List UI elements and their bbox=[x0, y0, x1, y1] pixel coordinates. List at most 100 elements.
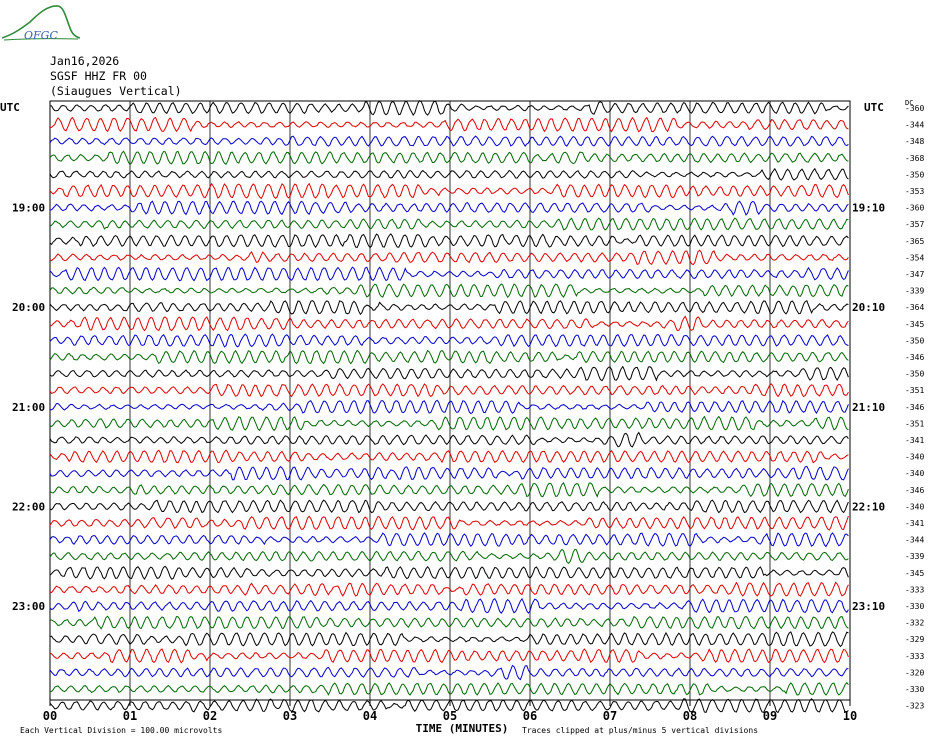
location-label: (Siaugues Vertical) bbox=[50, 84, 182, 98]
trace-line bbox=[49, 200, 849, 216]
trace-line bbox=[49, 100, 849, 117]
clip-note: Traces clipped at plus/minus 5 vertical … bbox=[522, 726, 758, 735]
trace-line bbox=[49, 698, 849, 714]
trace-line bbox=[49, 217, 849, 232]
x-tick-label: 00 bbox=[43, 709, 57, 723]
x-tick-label: 07 bbox=[603, 709, 617, 723]
dc-offset-label: -347 bbox=[905, 270, 924, 279]
dc-offset-label: -348 bbox=[905, 137, 924, 146]
trace-line bbox=[49, 431, 849, 448]
division-note: Each Vertical Division = 100.00 microvol… bbox=[20, 726, 222, 735]
x-tick-label: 10 bbox=[843, 709, 857, 723]
trace-line bbox=[49, 349, 849, 365]
dc-offset-label: -329 bbox=[905, 635, 924, 644]
axis-labels: 00 01 02 03 04 05 06 07 08 09 10 -360 -344 -348 -368 -3… bbox=[0, 99, 924, 735]
logo-mountain-icon bbox=[1, 5, 80, 39]
dc-offset-label: -346 bbox=[905, 353, 924, 362]
dc-offset-label: -368 bbox=[905, 154, 924, 163]
dc-offset-label: -353 bbox=[905, 187, 924, 196]
dc-offset-label: -351 bbox=[905, 419, 924, 428]
left-axis-title: UTC bbox=[0, 101, 20, 114]
trace-line bbox=[49, 383, 849, 398]
dc-offset-label: -344 bbox=[905, 536, 924, 545]
x-tick-label: 06 bbox=[523, 709, 537, 723]
dc-offset-label: -365 bbox=[905, 237, 924, 246]
left-time-label: 23:00 bbox=[12, 600, 45, 613]
right-time-label: 19:10 bbox=[852, 202, 885, 215]
dc-offset-label: -333 bbox=[905, 652, 924, 661]
dc-offset-label: -320 bbox=[905, 668, 924, 677]
trace-line bbox=[49, 548, 849, 564]
trace-line bbox=[49, 482, 849, 498]
trace-line bbox=[49, 167, 849, 181]
trace-line bbox=[49, 415, 849, 432]
dc-offset-label: -345 bbox=[905, 320, 924, 329]
right-time-label: 21:10 bbox=[852, 401, 885, 414]
right-time-label: 20:10 bbox=[852, 301, 885, 314]
trace-line bbox=[49, 333, 849, 348]
right-time-label: 23:10 bbox=[852, 600, 885, 613]
trace-line bbox=[49, 565, 849, 581]
trace-line bbox=[49, 135, 849, 147]
trace-line bbox=[49, 532, 849, 548]
trace-line bbox=[49, 249, 849, 266]
logo-text: OFGC bbox=[24, 29, 58, 42]
trace-line bbox=[49, 182, 849, 200]
dc-offset-label: -351 bbox=[905, 386, 924, 395]
dc-offset-label: -341 bbox=[905, 436, 924, 445]
date-label: Jan16,2026 bbox=[50, 54, 120, 68]
left-time-label: 21:00 bbox=[12, 401, 45, 414]
trace-line bbox=[49, 233, 849, 249]
left-time-label: 22:00 bbox=[12, 500, 45, 513]
trace-line bbox=[50, 399, 849, 415]
trace-line bbox=[49, 465, 849, 481]
right-time-label: 22:10 bbox=[852, 500, 885, 513]
dc-offset-label: -323 bbox=[905, 702, 924, 711]
trace-line bbox=[49, 648, 849, 664]
dc-offset-label: -340 bbox=[905, 502, 924, 511]
station-label: SGSF HHZ FR 00 bbox=[50, 69, 147, 83]
trace-line bbox=[49, 631, 849, 648]
dc-offset-label: -357 bbox=[905, 220, 924, 229]
dc-offset-label: -354 bbox=[905, 253, 924, 262]
dc-offset-label: -350 bbox=[905, 336, 924, 345]
left-time-label: 20:00 bbox=[12, 301, 45, 314]
trace-line bbox=[49, 597, 849, 615]
trace-line bbox=[49, 581, 849, 597]
dc-offset-label: -346 bbox=[905, 403, 924, 412]
dc-offset-label: -360 bbox=[905, 204, 924, 213]
dc-offset-label: -340 bbox=[905, 469, 924, 478]
x-tick-label: 01 bbox=[123, 709, 137, 723]
dc-offset-label: -346 bbox=[905, 486, 924, 495]
trace-line bbox=[49, 515, 849, 531]
trace-line bbox=[49, 449, 849, 464]
dc-offset-label: -344 bbox=[905, 121, 924, 130]
dc-offset-label: -340 bbox=[905, 453, 924, 462]
right-axis-title: UTC bbox=[864, 101, 884, 114]
x-tick-label: 09 bbox=[763, 709, 777, 723]
dc-offset-label: -339 bbox=[905, 287, 924, 296]
left-time-label: 19:00 bbox=[12, 202, 45, 215]
x-tick-label: 05 bbox=[443, 709, 457, 723]
dc-offset-label: -360 bbox=[905, 104, 924, 113]
dc-offset-label: -350 bbox=[905, 170, 924, 179]
trace-line bbox=[49, 615, 849, 630]
ofgc-logo: OFGC bbox=[1, 5, 80, 42]
dc-offset-label: -364 bbox=[905, 303, 924, 312]
dc-offset-label: -332 bbox=[905, 619, 924, 628]
dc-offset-label: -345 bbox=[905, 569, 924, 578]
dc-label: DC bbox=[905, 99, 913, 107]
trace-line bbox=[49, 315, 849, 332]
x-tick-label: 08 bbox=[683, 709, 697, 723]
trace-line bbox=[49, 266, 849, 282]
x-axis-title: TIME (MINUTES) bbox=[416, 722, 509, 735]
trace-line bbox=[49, 299, 849, 316]
trace-line bbox=[49, 664, 849, 681]
dc-offset-label: -333 bbox=[905, 585, 924, 594]
dc-offset-label: -339 bbox=[905, 552, 924, 561]
trace-line bbox=[49, 499, 849, 514]
x-tick-label: 02 bbox=[203, 709, 217, 723]
dc-offset-label: -341 bbox=[905, 519, 924, 528]
dc-offset-label: -330 bbox=[905, 602, 924, 611]
